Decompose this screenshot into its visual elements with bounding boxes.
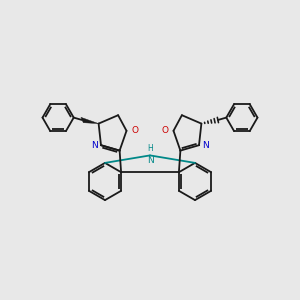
Text: O: O — [131, 126, 138, 135]
Polygon shape — [81, 117, 99, 124]
Text: N: N — [91, 141, 98, 150]
Text: O: O — [162, 126, 169, 135]
Text: N: N — [147, 156, 153, 165]
Text: H: H — [147, 144, 153, 153]
Text: N: N — [202, 141, 209, 150]
